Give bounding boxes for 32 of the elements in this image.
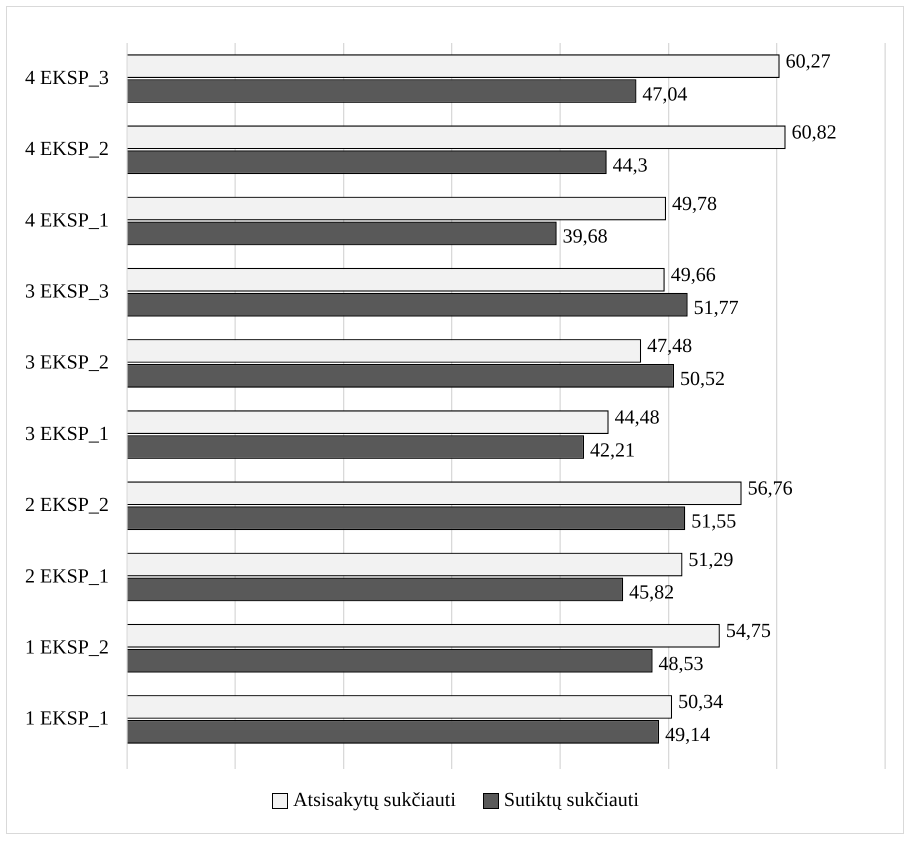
data-label: 56,76	[748, 478, 793, 500]
y-tick-label: 3 EKSP_3	[25, 280, 109, 302]
data-label: 49,78	[672, 192, 718, 215]
y-tick-label: 2 EKSP_2	[25, 494, 109, 516]
y-tick-label: 2 EKSP_1	[25, 565, 109, 588]
data-label: 49,66	[670, 264, 716, 286]
y-tick-label: 1 EKSP_1	[25, 708, 109, 730]
data-label: 47,04	[642, 83, 688, 106]
data-label: 50,34	[678, 691, 724, 714]
data-label: 39,68	[562, 226, 608, 248]
data-label: 51,77	[694, 296, 739, 319]
legend-label: Atsisakytų sukčiauti	[293, 789, 456, 812]
y-tick-label: 4 EKSP_3	[25, 66, 109, 89]
y-tick-label: 1 EKSP_2	[25, 636, 109, 658]
data-label: 47,48	[647, 335, 692, 358]
data-label: 50,52	[680, 368, 726, 390]
data-label: 42,21	[590, 439, 636, 462]
y-tick-label: 3 EKSP_2	[25, 352, 109, 374]
legend-label: Sutiktų sukčiauti	[504, 789, 639, 812]
data-label: 60,27	[786, 50, 831, 72]
data-label: 44,3	[612, 154, 648, 177]
data-label: 48,53	[658, 652, 704, 675]
y-tick-label: 4 EKSP_2	[25, 138, 109, 160]
data-label: 44,48	[614, 406, 660, 428]
y-tick-label: 4 EKSP_1	[25, 209, 109, 232]
data-label: 45,82	[629, 582, 674, 604]
data-label: 49,14	[665, 724, 710, 746]
data-label: 51,29	[688, 548, 734, 571]
data-label: 54,75	[726, 620, 771, 642]
data-label: 60,82	[792, 122, 837, 144]
y-tick-label: 3 EKSP_1	[25, 422, 109, 445]
data-label: 51,55	[691, 510, 736, 533]
